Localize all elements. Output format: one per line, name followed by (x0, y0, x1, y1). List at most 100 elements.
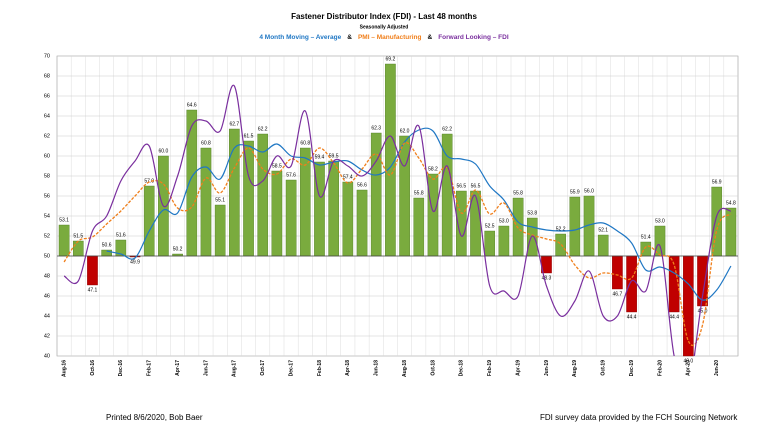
data-label: 50.6 (102, 242, 112, 248)
x-tick-label: Oct-17 (260, 360, 266, 376)
legend-separator: & (428, 34, 433, 41)
x-tick-label: Apr-19 (515, 360, 521, 376)
data-label: 54.8 (726, 200, 736, 206)
data-label: 62.2 (442, 126, 452, 132)
x-tick-label: Oct-18 (430, 360, 436, 376)
bar (271, 170, 283, 257)
data-label: 58.2 (428, 166, 438, 172)
x-tick-label: Dec-19 (629, 360, 635, 377)
data-label: 52.1 (598, 227, 608, 233)
data-label: 61.5 (244, 133, 254, 139)
x-tick-label: Feb-19 (487, 360, 493, 376)
bar (58, 224, 70, 257)
bar (72, 240, 84, 257)
data-label: 55.8 (414, 190, 424, 196)
data-label: 51.6 (116, 232, 126, 238)
data-label: 49.9 (130, 259, 140, 265)
footer-left: Printed 8/6/2020, Bob Baer (106, 413, 203, 422)
x-tick-label: Jun-17 (203, 360, 209, 376)
data-label: 62.3 (371, 125, 381, 131)
y-tick-label: 50 (44, 253, 50, 259)
x-tick-label: Dec-17 (288, 360, 294, 377)
x-tick-label: Apr-17 (175, 360, 181, 376)
bar (569, 196, 581, 257)
y-tick-label: 58 (44, 173, 50, 179)
y-tick-label: 40 (44, 353, 50, 359)
legend-separator: & (347, 34, 352, 41)
bar (399, 135, 410, 257)
bar (555, 233, 566, 257)
bar (385, 63, 396, 257)
x-tick-label: Jun-18 (374, 360, 380, 376)
data-label: 46.7 (613, 291, 623, 297)
data-label: 56.5 (456, 183, 466, 189)
x-tick-label: Aug-18 (402, 360, 408, 377)
data-label: 58.5 (272, 163, 282, 169)
bar (612, 255, 623, 290)
data-label: 69.2 (386, 56, 396, 62)
data-label: 64.6 (187, 102, 197, 108)
bar (441, 133, 453, 257)
bar (484, 230, 496, 257)
data-label: 62.0 (400, 128, 410, 134)
y-tick-label: 70 (44, 53, 50, 59)
bar (370, 132, 382, 257)
data-label: 44.4 (627, 314, 637, 320)
y-tick-label: 48 (44, 273, 50, 279)
x-tick-label: Dec-18 (459, 360, 465, 377)
bar (498, 225, 510, 257)
legend-entry: Forward Looking – FDI (438, 34, 509, 41)
legend: 4 Month Moving – Average & PMI – Manufactu… (259, 34, 508, 41)
x-tick-label: Jun-20 (714, 360, 720, 376)
chart-title: Fastener Distributor Index (FDI) - Last … (291, 12, 477, 21)
x-tick-label: Aug-16 (61, 360, 67, 377)
data-label: 60.8 (300, 140, 310, 146)
bar (143, 185, 155, 257)
bar (186, 109, 198, 257)
bar (87, 255, 98, 286)
y-tick-label: 60 (44, 153, 50, 159)
bar (711, 186, 723, 257)
x-tick-label: Feb-18 (317, 360, 323, 376)
data-label: 45.0 (698, 308, 708, 314)
data-label: 52.2 (556, 226, 566, 232)
series-line (63, 141, 732, 346)
bar (526, 217, 538, 257)
bar (342, 181, 354, 257)
data-label: 52.5 (485, 223, 495, 229)
data-label: 53.1 (59, 217, 69, 223)
data-label: 51.5 (73, 233, 83, 239)
data-label: 53.0 (499, 218, 509, 224)
x-tick-label: Apr-18 (345, 360, 351, 376)
data-label: 40.0 (683, 358, 693, 364)
x-tick-label: Dec-16 (118, 360, 124, 377)
y-tick-label: 44 (44, 313, 50, 319)
y-tick-label: 56 (44, 193, 50, 199)
data-label: 60.8 (201, 140, 211, 146)
lines (63, 84, 732, 356)
bar (356, 189, 368, 257)
data-label: 51.4 (641, 234, 651, 240)
data-label: 56.5 (471, 183, 481, 189)
x-tick-label: Feb-20 (657, 360, 663, 376)
y-tick-label: 42 (44, 333, 50, 339)
data-label: 55.9 (570, 189, 580, 195)
y-tick-label: 62 (44, 133, 50, 139)
data-label: 59.5 (329, 153, 339, 159)
y-tick-label: 68 (44, 73, 50, 79)
x-tick-label: Aug-17 (232, 360, 238, 377)
bar (328, 160, 339, 257)
chart-subtitle: Seasonally Adjusted (360, 24, 409, 30)
bar (101, 249, 112, 257)
bar (285, 179, 297, 257)
data-label: 53.0 (655, 218, 665, 224)
data-label: 60.0 (159, 148, 169, 154)
data-label: 62.7 (229, 121, 239, 127)
series-line (106, 127, 732, 301)
bar (683, 255, 694, 357)
y-tick-label: 54 (44, 213, 50, 219)
y-tick-label: 46 (44, 293, 50, 299)
y-tick-label: 66 (44, 93, 50, 99)
